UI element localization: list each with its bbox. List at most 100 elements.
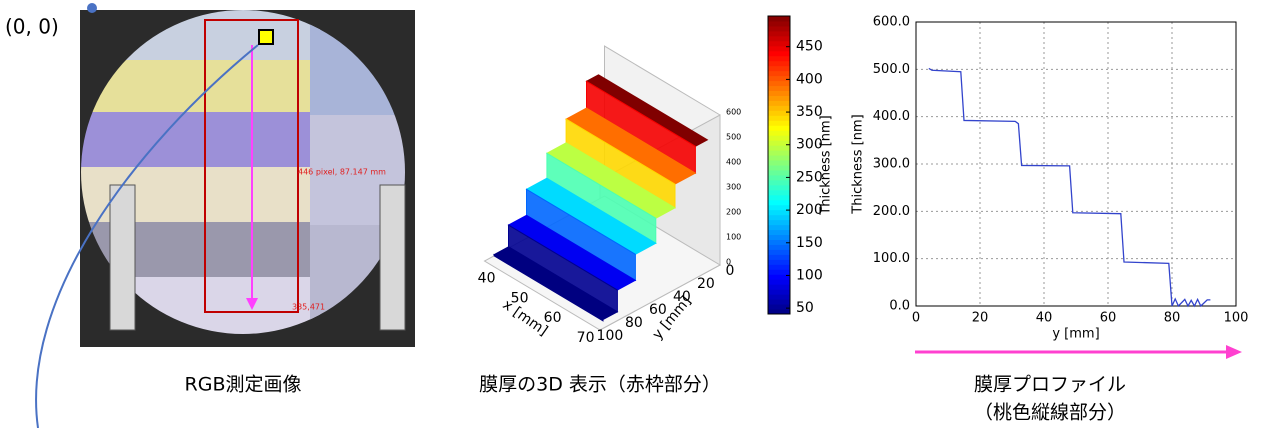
z-tick-label: 0: [726, 257, 731, 266]
colorbar-cell: [768, 160, 790, 165]
colorbar-cell: [768, 66, 790, 71]
y-tick-label: 400.0: [873, 109, 910, 124]
colorbar-cell: [768, 249, 790, 254]
x-tick-label: 0: [912, 311, 920, 326]
colorbar-cell: [768, 110, 790, 115]
colorbar-cell: [768, 26, 790, 31]
origin-dot: [87, 3, 97, 13]
y-tick-label: 300.0: [873, 157, 910, 172]
colorbar-cell: [768, 51, 790, 56]
colorbar-cell: [768, 95, 790, 100]
colorbar-cell: [768, 170, 790, 175]
colorbar-cell: [768, 100, 790, 105]
colorbar-tick-label: 50: [796, 300, 814, 316]
x-tick-label: 60: [1100, 311, 1117, 326]
x-tick-label: 40: [1036, 311, 1053, 326]
photo-annotation: 446 pixel, 87.147 mm: [298, 168, 386, 177]
y-tick-label: 200.0: [873, 204, 910, 219]
caption: （桃色縦線部分）: [974, 402, 1126, 424]
colorbar-cell: [768, 61, 790, 66]
colorbar-cell: [768, 86, 790, 91]
colorbar-cell: [768, 76, 790, 81]
colorbar-cell: [768, 235, 790, 240]
colorbar-tick-label: 450: [796, 39, 823, 55]
caption: 膜厚の3D 表示（赤枠部分）: [479, 374, 721, 396]
y-tick-label: 80: [625, 315, 643, 331]
colorbar-cell: [768, 36, 790, 41]
colorbar-cell: [768, 195, 790, 200]
colorbar-cell: [768, 120, 790, 125]
colorbar-label: Thickness [nm]: [819, 115, 834, 215]
page: 446 pixel, 87.147 mm 335,471 (0, 0) RGB測…: [0, 0, 1264, 428]
y-tick-label: 600.0: [873, 15, 910, 30]
x-tick-label: 70: [577, 330, 595, 346]
colorbar-cell: [768, 81, 790, 86]
colorbar-cell: [768, 185, 790, 190]
colorbar-cell: [768, 150, 790, 155]
colorbar-cell: [768, 145, 790, 150]
origin-label: (0, 0): [5, 15, 59, 39]
colorbar-cell: [768, 294, 790, 299]
colorbar-cell: [768, 190, 790, 195]
colorbar-cell: [768, 200, 790, 205]
colorbar-cell: [768, 244, 790, 249]
colorbar-cell: [768, 71, 790, 76]
colorbar-cell: [768, 130, 790, 135]
colorbar-cell: [768, 165, 790, 170]
colorbar-cell: [768, 269, 790, 274]
colorbar-cell: [768, 115, 790, 120]
colorbar-cell: [768, 91, 790, 96]
y-tick-label: 0.0: [889, 299, 910, 314]
colorbar-cell: [768, 105, 790, 110]
x-axis-label: y [mm]: [1052, 327, 1099, 342]
rgb-photo: 446 pixel, 87.147 mm 335,471: [80, 5, 420, 347]
colorbar-cell: [768, 254, 790, 259]
colorbar-cell: [768, 240, 790, 245]
x-tick-label: 80: [1164, 311, 1181, 326]
colorbar-cell: [768, 41, 790, 46]
colorbar-cell: [768, 205, 790, 210]
colorbar-cell: [768, 279, 790, 284]
y-tick-label: 500.0: [873, 62, 910, 77]
colorbar-cell: [768, 21, 790, 26]
y-tick-label: 100: [597, 328, 624, 344]
colorbar-cell: [768, 225, 790, 230]
caption: RGB測定画像: [185, 374, 302, 396]
colorbar-cell: [768, 125, 790, 130]
colorbar-cell: [768, 304, 790, 309]
z-tick-label: 200: [726, 207, 741, 216]
z-tick-label: 500: [726, 132, 741, 141]
colorbar-cell: [768, 289, 790, 294]
photo-annotation: 335,471: [292, 303, 325, 312]
colorbar-cell: [768, 299, 790, 304]
colorbar-cell: [768, 259, 790, 264]
x-tick-label: 100: [1224, 311, 1249, 326]
y-axis-label: Thickness [nm]: [851, 114, 866, 214]
colorbar-tick-label: 150: [796, 235, 823, 251]
colorbar-cell: [768, 284, 790, 289]
colorbar-cell: [768, 135, 790, 140]
colorbar-cell: [768, 56, 790, 61]
colorbar-tick-label: 100: [796, 267, 823, 283]
z-tick-label: 400: [726, 157, 741, 166]
figure: 446 pixel, 87.147 mm 335,471 (0, 0) RGB測…: [0, 0, 1264, 428]
x-tick-label: 40: [478, 271, 496, 287]
colorbar-cell: [768, 180, 790, 185]
z-tick-label: 300: [726, 182, 741, 191]
colorbar-cell: [768, 264, 790, 269]
x-tick-label: 20: [972, 311, 989, 326]
colorbar-cell: [768, 155, 790, 160]
y-tick-label: 100.0: [873, 251, 910, 266]
colorbar-cell: [768, 215, 790, 220]
caption: 膜厚プロファイル: [974, 374, 1126, 396]
colorbar-cell: [768, 230, 790, 235]
colorbar-cell: [768, 31, 790, 36]
z-tick-label: 600: [726, 107, 741, 116]
colorbar-tick-label: 400: [796, 71, 823, 87]
colorbar-cell: [768, 16, 790, 21]
profile-arrow-head: [1226, 345, 1242, 359]
z-tick-label: 100: [726, 232, 741, 241]
y-tick-label: 20: [697, 276, 715, 292]
profile-line: [929, 68, 1211, 306]
colorbar-cell: [768, 220, 790, 225]
